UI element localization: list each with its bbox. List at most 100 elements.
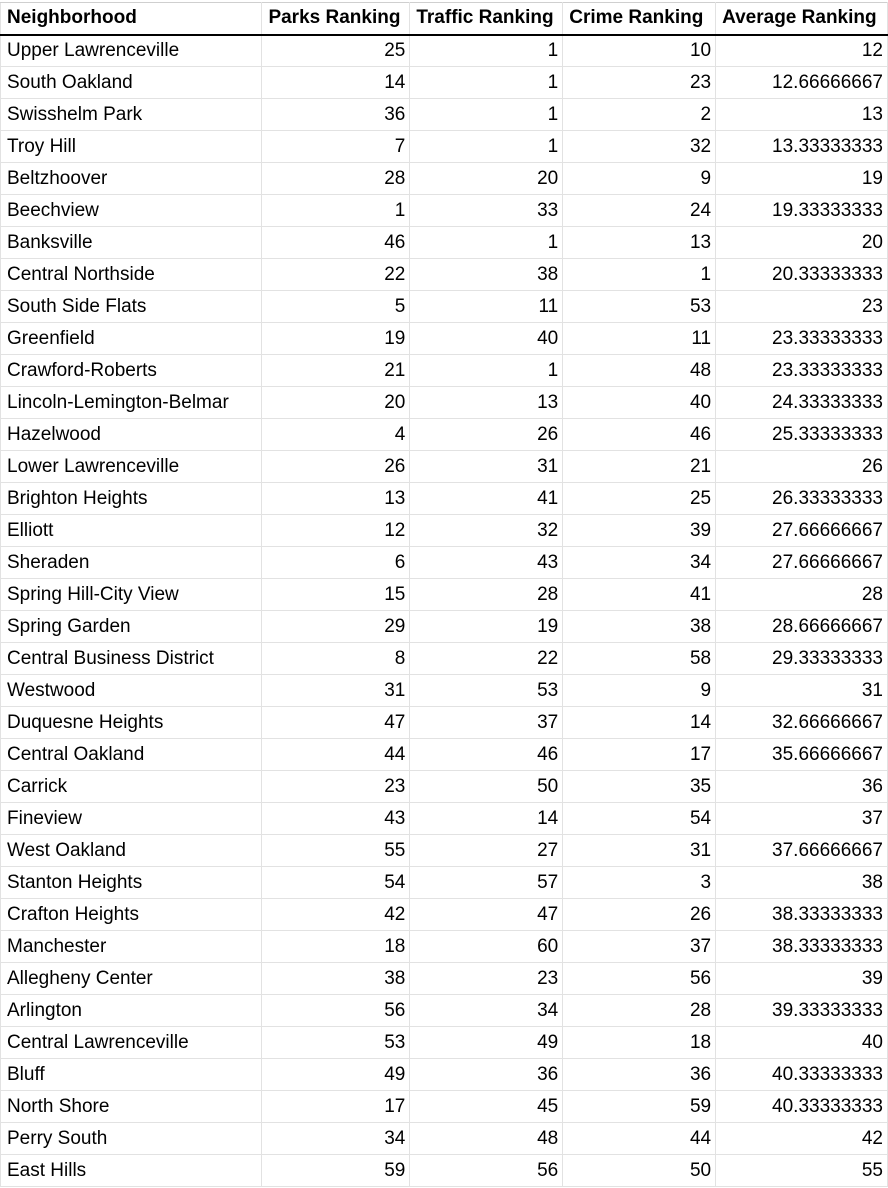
cell-traffic-ranking[interactable]: 1 <box>409 98 564 131</box>
cell-traffic-ranking[interactable]: 60 <box>409 930 564 963</box>
cell-neighborhood[interactable]: Beltzhoover <box>0 162 263 195</box>
cell-parks-ranking[interactable]: 8 <box>261 642 411 675</box>
cell-crime-ranking[interactable]: 11 <box>562 322 717 355</box>
cell-parks-ranking[interactable]: 34 <box>261 1122 411 1155</box>
cell-neighborhood[interactable]: Spring Garden <box>0 610 263 643</box>
cell-traffic-ranking[interactable]: 11 <box>409 290 564 323</box>
cell-average-ranking[interactable]: 26 <box>715 450 888 483</box>
cell-parks-ranking[interactable]: 44 <box>261 738 411 771</box>
cell-crime-ranking[interactable]: 2 <box>562 98 717 131</box>
cell-traffic-ranking[interactable]: 32 <box>409 514 564 547</box>
cell-neighborhood[interactable]: Duquesne Heights <box>0 706 263 739</box>
cell-parks-ranking[interactable]: 20 <box>261 386 411 419</box>
cell-average-ranking[interactable]: 31 <box>715 674 888 707</box>
cell-crime-ranking[interactable]: 50 <box>562 1154 717 1187</box>
header-neighborhood[interactable]: Neighborhood <box>0 2 263 36</box>
cell-traffic-ranking[interactable]: 31 <box>409 450 564 483</box>
cell-neighborhood[interactable]: Spring Hill-City View <box>0 578 263 611</box>
cell-average-ranking[interactable]: 25.33333333 <box>715 418 888 451</box>
cell-neighborhood[interactable]: Lincoln-Lemington-Belmar <box>0 386 263 419</box>
cell-crime-ranking[interactable]: 9 <box>562 162 717 195</box>
cell-average-ranking[interactable]: 13 <box>715 98 888 131</box>
cell-neighborhood[interactable]: Greenfield <box>0 322 263 355</box>
cell-crime-ranking[interactable]: 3 <box>562 866 717 899</box>
cell-traffic-ranking[interactable]: 45 <box>409 1090 564 1123</box>
cell-average-ranking[interactable]: 28 <box>715 578 888 611</box>
cell-crime-ranking[interactable]: 23 <box>562 66 717 99</box>
cell-traffic-ranking[interactable]: 53 <box>409 674 564 707</box>
cell-neighborhood[interactable]: Hazelwood <box>0 418 263 451</box>
cell-neighborhood[interactable]: Sheraden <box>0 546 263 579</box>
cell-crime-ranking[interactable]: 34 <box>562 546 717 579</box>
cell-crime-ranking[interactable]: 10 <box>562 34 717 67</box>
cell-traffic-ranking[interactable]: 40 <box>409 322 564 355</box>
cell-neighborhood[interactable]: Banksville <box>0 226 263 259</box>
cell-parks-ranking[interactable]: 36 <box>261 98 411 131</box>
cell-parks-ranking[interactable]: 23 <box>261 770 411 803</box>
cell-parks-ranking[interactable]: 31 <box>261 674 411 707</box>
cell-crime-ranking[interactable]: 48 <box>562 354 717 387</box>
cell-crime-ranking[interactable]: 24 <box>562 194 717 227</box>
cell-neighborhood[interactable]: Westwood <box>0 674 263 707</box>
cell-crime-ranking[interactable]: 13 <box>562 226 717 259</box>
cell-traffic-ranking[interactable]: 43 <box>409 546 564 579</box>
cell-traffic-ranking[interactable]: 50 <box>409 770 564 803</box>
cell-average-ranking[interactable]: 12 <box>715 34 888 67</box>
cell-parks-ranking[interactable]: 42 <box>261 898 411 931</box>
cell-parks-ranking[interactable]: 47 <box>261 706 411 739</box>
cell-neighborhood[interactable]: Arlington <box>0 994 263 1027</box>
cell-traffic-ranking[interactable]: 56 <box>409 1154 564 1187</box>
cell-average-ranking[interactable]: 13.33333333 <box>715 130 888 163</box>
cell-parks-ranking[interactable]: 49 <box>261 1058 411 1091</box>
cell-average-ranking[interactable]: 38.33333333 <box>715 898 888 931</box>
cell-crime-ranking[interactable]: 18 <box>562 1026 717 1059</box>
cell-average-ranking[interactable]: 20 <box>715 226 888 259</box>
cell-average-ranking[interactable]: 12.66666667 <box>715 66 888 99</box>
cell-crime-ranking[interactable]: 26 <box>562 898 717 931</box>
cell-crime-ranking[interactable]: 17 <box>562 738 717 771</box>
cell-crime-ranking[interactable]: 36 <box>562 1058 717 1091</box>
cell-traffic-ranking[interactable]: 22 <box>409 642 564 675</box>
cell-average-ranking[interactable]: 23.33333333 <box>715 322 888 355</box>
cell-neighborhood[interactable]: Upper Lawrenceville <box>0 34 263 67</box>
cell-traffic-ranking[interactable]: 57 <box>409 866 564 899</box>
cell-neighborhood[interactable]: Central Oakland <box>0 738 263 771</box>
cell-neighborhood[interactable]: Troy Hill <box>0 130 263 163</box>
cell-parks-ranking[interactable]: 21 <box>261 354 411 387</box>
cell-crime-ranking[interactable]: 53 <box>562 290 717 323</box>
cell-neighborhood[interactable]: Bluff <box>0 1058 263 1091</box>
cell-traffic-ranking[interactable]: 48 <box>409 1122 564 1155</box>
cell-traffic-ranking[interactable]: 13 <box>409 386 564 419</box>
cell-traffic-ranking[interactable]: 1 <box>409 130 564 163</box>
cell-neighborhood[interactable]: South Oakland <box>0 66 263 99</box>
cell-neighborhood[interactable]: Allegheny Center <box>0 962 263 995</box>
cell-crime-ranking[interactable]: 41 <box>562 578 717 611</box>
cell-average-ranking[interactable]: 28.66666667 <box>715 610 888 643</box>
cell-parks-ranking[interactable]: 54 <box>261 866 411 899</box>
cell-traffic-ranking[interactable]: 19 <box>409 610 564 643</box>
cell-crime-ranking[interactable]: 21 <box>562 450 717 483</box>
header-average-ranking[interactable]: Average Ranking <box>715 2 888 36</box>
cell-neighborhood[interactable]: Brighton Heights <box>0 482 263 515</box>
cell-crime-ranking[interactable]: 38 <box>562 610 717 643</box>
cell-parks-ranking[interactable]: 56 <box>261 994 411 1027</box>
cell-average-ranking[interactable]: 38.33333333 <box>715 930 888 963</box>
cell-neighborhood[interactable]: North Shore <box>0 1090 263 1123</box>
cell-parks-ranking[interactable]: 22 <box>261 258 411 291</box>
cell-traffic-ranking[interactable]: 27 <box>409 834 564 867</box>
cell-traffic-ranking[interactable]: 36 <box>409 1058 564 1091</box>
cell-parks-ranking[interactable]: 29 <box>261 610 411 643</box>
cell-average-ranking[interactable]: 40.33333333 <box>715 1058 888 1091</box>
cell-traffic-ranking[interactable]: 20 <box>409 162 564 195</box>
header-parks-ranking[interactable]: Parks Ranking <box>261 2 411 36</box>
cell-average-ranking[interactable]: 40.33333333 <box>715 1090 888 1123</box>
cell-average-ranking[interactable]: 32.66666667 <box>715 706 888 739</box>
cell-crime-ranking[interactable]: 32 <box>562 130 717 163</box>
cell-traffic-ranking[interactable]: 49 <box>409 1026 564 1059</box>
header-traffic-ranking[interactable]: Traffic Ranking <box>409 2 564 36</box>
cell-neighborhood[interactable]: Elliott <box>0 514 263 547</box>
cell-traffic-ranking[interactable]: 34 <box>409 994 564 1027</box>
cell-parks-ranking[interactable]: 43 <box>261 802 411 835</box>
cell-neighborhood[interactable]: Stanton Heights <box>0 866 263 899</box>
cell-average-ranking[interactable]: 36 <box>715 770 888 803</box>
